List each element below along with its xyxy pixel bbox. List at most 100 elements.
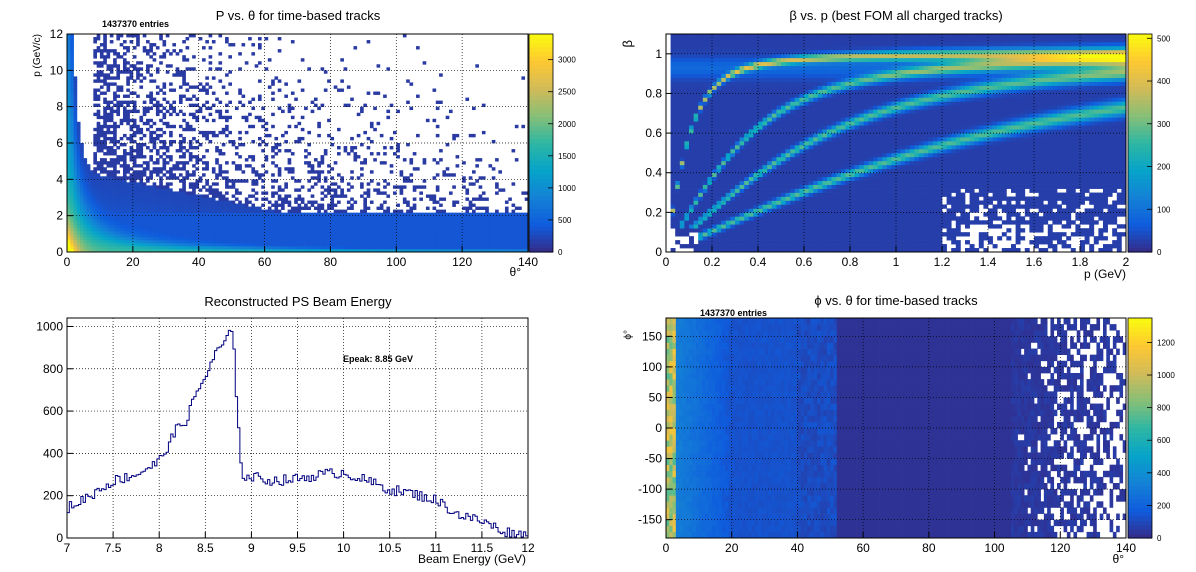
colorbar-cell	[529, 134, 553, 140]
heatmap-cell	[684, 232, 690, 237]
heatmap-cell	[376, 212, 381, 217]
heatmap-cell	[702, 97, 708, 102]
heatmap-cell	[363, 233, 367, 238]
heatmap-cell	[684, 37, 690, 43]
heatmap-cell	[126, 49, 130, 53]
heatmap-cell	[297, 179, 302, 183]
colorbar-cell	[529, 47, 553, 53]
heatmap-cell	[353, 218, 358, 223]
heatmap-cell	[238, 155, 242, 159]
heatmap-cell	[707, 172, 713, 178]
heatmap-cell	[142, 215, 147, 220]
heatmap-cell	[152, 130, 157, 135]
heatmap-cell	[465, 188, 470, 192]
heatmap-cell	[122, 149, 127, 153]
heatmap-cell	[83, 239, 88, 244]
heatmap-cell	[122, 118, 127, 123]
heatmap-cell	[725, 224, 731, 229]
heatmap-cell	[744, 109, 750, 114]
heatmap-cell	[244, 239, 249, 244]
heatmap-cell	[702, 156, 708, 162]
heatmap-cell	[670, 101, 676, 106]
heatmap-cell	[721, 121, 727, 126]
heatmap-cell	[684, 216, 690, 221]
heatmap-cell	[501, 188, 506, 192]
heatmap-cell	[103, 191, 107, 195]
heatmap-cell	[155, 230, 160, 235]
heatmap-cell	[132, 197, 137, 201]
heatmap-cell	[419, 197, 423, 201]
heatmap-cell	[684, 101, 690, 106]
heatmap-cell	[363, 218, 367, 223]
heatmap-cell	[290, 91, 295, 95]
heatmap-cell	[208, 227, 213, 232]
heatmap-cell	[748, 141, 754, 146]
heatmap-cell	[406, 224, 410, 229]
heatmap-cell	[155, 103, 160, 108]
heatmap-cell	[698, 117, 704, 122]
heatmap-cell	[155, 133, 160, 138]
heatmap-cell	[96, 197, 101, 201]
heatmap-cell	[142, 34, 147, 38]
heatmap-cell	[211, 130, 216, 135]
heatmap-cell	[739, 148, 745, 154]
heatmap-cell	[455, 245, 460, 250]
heatmap-cell	[139, 176, 144, 180]
heatmap-cell	[518, 206, 522, 210]
heatmap-cell	[106, 55, 111, 59]
heatmap-cell	[379, 161, 384, 165]
heatmap-cell	[422, 236, 427, 241]
heatmap-cell	[712, 192, 717, 197]
heatmap-cell	[504, 236, 509, 241]
heatmap-cell	[103, 58, 107, 62]
heatmap-cell	[481, 233, 486, 238]
heatmap-cell	[149, 139, 153, 144]
heatmap-cell	[126, 188, 130, 192]
heatmap-cell	[234, 203, 239, 207]
heatmap-cell	[399, 248, 404, 253]
heatmap-cell	[445, 224, 450, 229]
heatmap-cell	[514, 248, 519, 253]
heatmap-cell	[712, 53, 717, 59]
heatmap-cell	[192, 136, 196, 141]
heatmap-cell	[739, 97, 745, 102]
heatmap-cell	[195, 194, 200, 198]
heatmap-cell	[119, 248, 124, 253]
heatmap-cell	[679, 144, 685, 150]
heatmap-cell	[693, 180, 699, 185]
heatmap-cell	[182, 230, 186, 235]
heatmap-cell	[472, 248, 476, 253]
heatmap-cell	[169, 139, 173, 144]
heatmap-cell	[202, 236, 206, 241]
heatmap-cell	[396, 209, 400, 213]
heatmap-cell	[73, 115, 78, 120]
heatmap-cell	[307, 179, 312, 183]
heatmap-cell	[297, 206, 302, 210]
heatmap-cell	[739, 224, 745, 229]
heatmap-cell	[518, 218, 522, 223]
x-tick-label: 120	[452, 255, 472, 269]
heatmap-cell	[103, 143, 107, 147]
heatmap-cell	[234, 218, 239, 223]
heatmap-cell	[86, 203, 91, 207]
heatmap-cell	[218, 248, 223, 253]
heatmap-cell	[139, 130, 144, 135]
heatmap-cell	[281, 239, 285, 244]
heatmap-cell	[103, 139, 107, 144]
colorbar-cell	[529, 177, 553, 183]
heatmap-cell	[514, 227, 519, 232]
heatmap-cell	[376, 121, 381, 126]
heatmap-cell	[495, 245, 499, 250]
heatmap-cell	[103, 76, 107, 80]
heatmap-cell	[716, 113, 722, 118]
heatmap-cell	[182, 152, 186, 156]
heatmap-cell	[159, 191, 163, 195]
heatmap-cell	[274, 200, 279, 204]
heatmap-cell	[152, 221, 157, 226]
heatmap-cell	[725, 57, 731, 63]
heatmap-cell	[432, 158, 437, 162]
heatmap-cell	[432, 236, 437, 241]
heatmap-cell	[287, 106, 292, 111]
heatmap-cell	[725, 192, 731, 197]
heatmap-cell	[96, 173, 101, 177]
